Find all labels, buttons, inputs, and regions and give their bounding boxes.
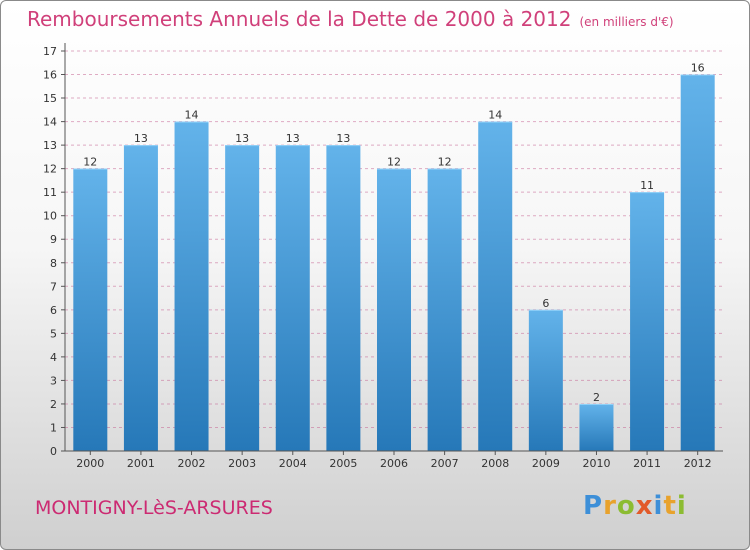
y-tick-label: 11 — [43, 186, 57, 199]
logo-letter: i — [676, 491, 687, 521]
x-tick-label: 2001 — [127, 457, 155, 470]
bar-value-label: 13 — [134, 132, 148, 145]
chart-title-text: Remboursements Annuels de la Dette de 20… — [27, 7, 572, 31]
bar-value-label: 13 — [286, 132, 300, 145]
bar — [225, 145, 260, 451]
y-tick-label: 8 — [50, 257, 57, 270]
bar — [478, 121, 513, 452]
x-tick-label: 2004 — [279, 457, 307, 470]
bar — [174, 121, 209, 452]
logo-letter: r — [603, 491, 617, 521]
y-tick-label: 1 — [50, 421, 57, 434]
bar — [427, 168, 462, 451]
y-tick-label: 6 — [50, 304, 57, 317]
y-tick-label: 14 — [43, 116, 57, 129]
bar — [326, 145, 361, 451]
y-tick-label: 9 — [50, 233, 57, 246]
bar-value-label: 13 — [336, 132, 350, 145]
bar-value-label: 12 — [438, 156, 452, 169]
bar — [73, 168, 108, 451]
bar-value-label: 14 — [185, 109, 199, 122]
y-tick-label: 5 — [50, 327, 57, 340]
logo-letter: P — [583, 491, 604, 521]
bar — [123, 145, 158, 451]
bar — [680, 74, 715, 451]
logo-letter: o — [616, 491, 636, 521]
bar — [528, 309, 563, 451]
x-tick-label: 2000 — [76, 457, 104, 470]
logo-letter: i — [653, 491, 664, 521]
bar-value-label: 12 — [387, 156, 401, 169]
x-tick-label: 2010 — [582, 457, 610, 470]
x-tick-label: 2008 — [481, 457, 509, 470]
x-tick-label: 2011 — [633, 457, 661, 470]
bar — [579, 403, 614, 451]
bar-value-label: 11 — [640, 179, 654, 192]
y-tick-label: 12 — [43, 163, 57, 176]
x-tick-label: 2012 — [684, 457, 712, 470]
x-tick-label: 2002 — [178, 457, 206, 470]
bar-value-label: 13 — [235, 132, 249, 145]
x-tick-label: 2009 — [532, 457, 560, 470]
bar-value-label: 14 — [488, 109, 502, 122]
bar-value-label: 12 — [83, 156, 97, 169]
commune-name: MONTIGNY-LèS-ARSURES — [35, 497, 273, 519]
x-tick-label: 2007 — [431, 457, 459, 470]
chart-unit: (en milliers d'€) — [579, 15, 674, 29]
y-tick-label: 0 — [50, 445, 57, 458]
chart-title: Remboursements Annuels de la Dette de 20… — [27, 7, 674, 31]
bar-value-label: 6 — [542, 297, 549, 310]
y-tick-label: 2 — [50, 398, 57, 411]
logo-letter: t — [663, 491, 677, 521]
bar — [377, 168, 411, 451]
y-tick-label: 13 — [43, 139, 57, 152]
y-tick-label: 3 — [50, 374, 57, 387]
y-tick-label: 7 — [50, 280, 57, 293]
x-tick-label: 2005 — [329, 457, 357, 470]
proxiti-logo: Proxiti — [583, 491, 687, 521]
y-tick-label: 16 — [43, 69, 57, 82]
y-tick-label: 10 — [43, 210, 57, 223]
bar — [275, 145, 310, 451]
bar — [630, 192, 665, 452]
logo-letter: x — [635, 491, 654, 521]
x-tick-label: 2003 — [228, 457, 256, 470]
bar-value-label: 2 — [593, 391, 600, 404]
y-tick-label: 15 — [43, 92, 57, 105]
x-tick-label: 2006 — [380, 457, 408, 470]
bar-value-label: 16 — [691, 62, 705, 75]
y-tick-label: 4 — [50, 351, 57, 364]
y-tick-label: 17 — [43, 45, 57, 58]
